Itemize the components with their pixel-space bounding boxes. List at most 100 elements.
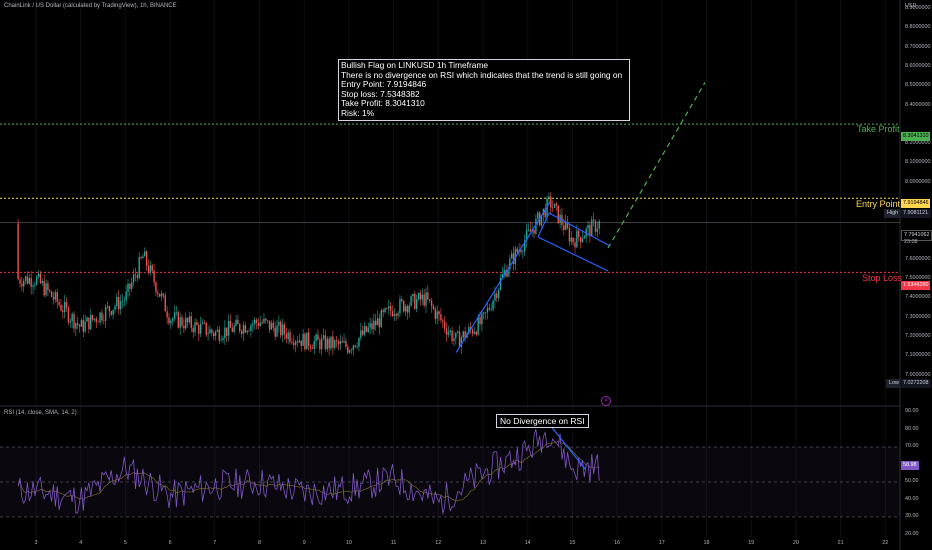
candle-body: [488, 308, 491, 310]
candle-body: [578, 230, 580, 238]
candle-body: [162, 293, 165, 296]
time-tick-label: 9: [302, 540, 306, 546]
candle-body: [220, 340, 222, 341]
candle-body: [309, 346, 312, 349]
candle-body: [425, 292, 427, 306]
candle-body: [509, 258, 511, 270]
currency-label: USD: [905, 3, 917, 9]
low-value: 7.0272208: [900, 379, 932, 388]
candle-body: [293, 342, 295, 345]
event-badge[interactable]: 4: [601, 396, 611, 406]
candle-body: [451, 330, 453, 341]
candle-body: [54, 292, 57, 300]
candle-body: [529, 229, 532, 232]
annotation-box[interactable]: Bullish Flag on LINKUSD 1h Timeframe The…: [338, 59, 630, 121]
candle-body: [568, 227, 571, 242]
candle-body: [36, 276, 38, 285]
flag-upper-line: [548, 212, 611, 247]
candle-body: [91, 315, 94, 320]
candle-body: [419, 293, 422, 300]
candle-body: [566, 221, 569, 228]
candle-body: [313, 341, 315, 349]
candle-body: [434, 308, 437, 319]
annotation-line: Stop loss: 7.5348382: [341, 88, 420, 99]
candle-body: [207, 333, 209, 335]
candle-body: [388, 306, 390, 309]
annotation-line: Entry Point: 7.9194846: [341, 79, 427, 90]
high-label: High: [884, 209, 902, 218]
candle-body: [88, 317, 90, 330]
candle-body: [209, 329, 211, 334]
time-tick-label: 13: [480, 540, 486, 546]
candle-body: [86, 317, 88, 322]
candle-body: [512, 253, 515, 265]
candle-body: [266, 320, 269, 321]
time-tick-label: 8: [258, 540, 261, 546]
rsi-trendline: [549, 424, 587, 471]
candle-body: [365, 325, 368, 332]
candle-body: [406, 306, 409, 313]
candle-body: [324, 335, 327, 350]
rsi-tick-label: 20.00: [905, 530, 919, 537]
rsi-pane: [0, 424, 900, 518]
candle-body: [442, 320, 444, 322]
candle-body: [291, 341, 293, 343]
time-tick-label: 16: [614, 540, 621, 546]
annotation-line: Risk: 1%: [341, 107, 375, 118]
candle-body: [261, 322, 263, 324]
candle-body: [82, 319, 85, 332]
candle-body: [371, 323, 373, 330]
candle-body: [52, 296, 55, 300]
candle-body: [201, 322, 204, 324]
time-tick-label: 15: [569, 540, 576, 546]
annotation-title: Bullish Flag on LINKUSD 1h Timeframe: [341, 60, 489, 70]
candle-body: [145, 251, 148, 266]
rsi-annotation[interactable]: No Divergence on RSI: [496, 414, 589, 428]
candle-body: [131, 282, 133, 289]
price-tick-label: 8.6000000: [905, 63, 931, 70]
price-tick-label: 8.9000000: [905, 5, 931, 12]
candle-body: [415, 299, 418, 309]
candle-body: [298, 340, 301, 343]
candle-body: [563, 225, 565, 230]
candle-body: [361, 330, 364, 335]
price-tick-label: 7.4000000: [905, 294, 931, 301]
candle-body: [168, 317, 170, 324]
candle-body: [475, 331, 477, 335]
candle-body: [75, 323, 77, 329]
candle-body: [421, 294, 423, 300]
candle-body: [436, 311, 438, 319]
candles: [17, 192, 600, 356]
entry-tag: 7.9194846: [901, 199, 931, 208]
candle-body: [363, 325, 366, 335]
candle-body: [330, 336, 332, 349]
time-tick-label: 4: [79, 540, 83, 546]
candle-body: [224, 327, 226, 339]
symbol-header[interactable]: ChainLink / US Dollar (calculated by Tra…: [4, 3, 177, 9]
annotation-line: There is no divergence on RSI which indi…: [341, 69, 623, 80]
candle-body: [484, 312, 487, 314]
candle-body: [194, 322, 196, 333]
rsi-header[interactable]: RSI (14, close, SMA, 14, 2): [4, 410, 77, 416]
candle-body: [326, 338, 328, 350]
candle-body: [471, 329, 474, 334]
candle-body: [259, 322, 261, 327]
candle-body: [244, 325, 247, 333]
candle-body: [389, 306, 392, 312]
rsi-tick-label: 80.00: [905, 425, 919, 432]
candle-body: [45, 283, 47, 296]
candle-body: [289, 332, 291, 342]
candle-body: [63, 301, 66, 313]
annotation-line: Take Profit: 8.3041310: [341, 98, 425, 109]
price-tick-label: 7.1000000: [905, 352, 931, 359]
stop-loss-label: Stop Loss: [862, 273, 903, 283]
candle-body: [347, 346, 349, 353]
candle-body: [248, 330, 250, 332]
candle-body: [32, 285, 34, 287]
candle-body: [382, 310, 384, 313]
candle-body: [153, 270, 155, 283]
candle-body: [177, 312, 179, 328]
candle-body: [110, 311, 112, 315]
candle-body: [47, 283, 49, 291]
candle-body: [222, 338, 224, 341]
